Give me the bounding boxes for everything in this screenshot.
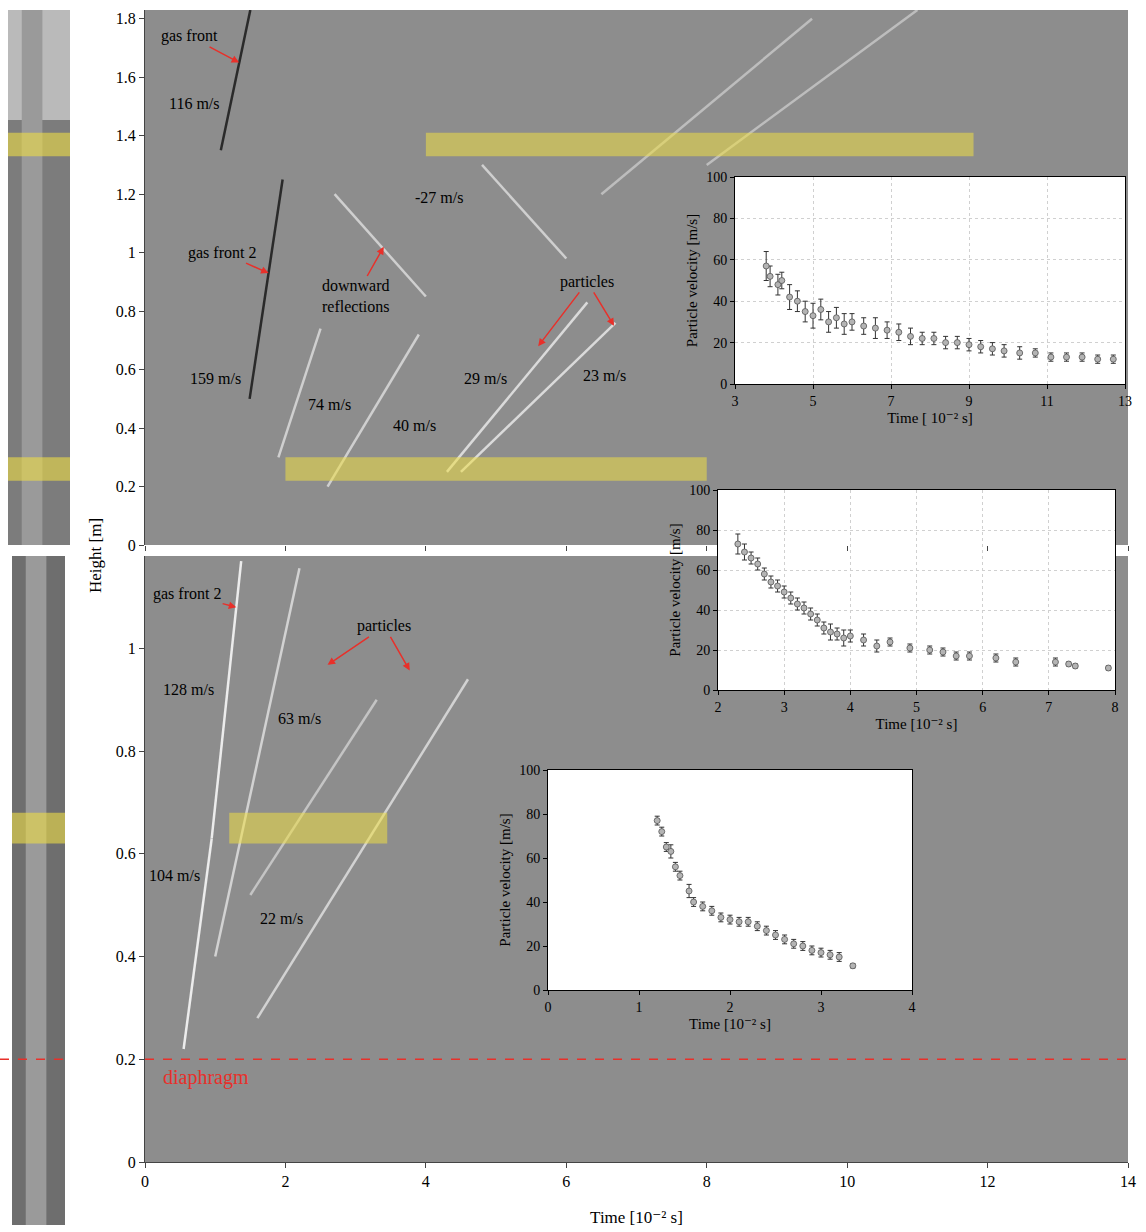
svg-text:6: 6: [979, 700, 986, 715]
svg-text:5: 5: [913, 700, 920, 715]
svg-text:particles: particles: [560, 273, 614, 291]
svg-text:40 m/s: 40 m/s: [393, 417, 436, 434]
svg-text:9: 9: [966, 394, 973, 409]
svg-text:0: 0: [720, 377, 727, 392]
svg-text:1.2: 1.2: [116, 186, 136, 203]
svg-text:100: 100: [689, 483, 710, 498]
svg-text:60: 60: [713, 253, 727, 268]
svg-text:1.8: 1.8: [116, 10, 136, 27]
svg-text:100: 100: [706, 170, 727, 185]
svg-text:Particle velocity [m/s]: Particle velocity [m/s]: [684, 214, 700, 347]
svg-text:0: 0: [545, 1000, 552, 1015]
svg-text:20: 20: [696, 643, 710, 658]
svg-text:40: 40: [696, 603, 710, 618]
svg-text:Time [10⁻² s]: Time [10⁻² s]: [689, 1016, 771, 1032]
svg-text:20: 20: [526, 939, 540, 954]
svg-text:1: 1: [636, 1000, 643, 1015]
svg-text:20: 20: [713, 336, 727, 351]
svg-text:60: 60: [696, 563, 710, 578]
svg-text:gas front 2: gas front 2: [188, 244, 256, 262]
svg-text:3: 3: [732, 394, 739, 409]
svg-text:0: 0: [128, 537, 136, 554]
svg-text:80: 80: [713, 211, 727, 226]
svg-text:40: 40: [713, 294, 727, 309]
svg-text:63 m/s: 63 m/s: [278, 710, 321, 727]
svg-text:downwardreflections: downwardreflections: [322, 277, 390, 315]
svg-text:Time [10⁻² s]: Time [10⁻² s]: [876, 716, 958, 732]
svg-text:159 m/s: 159 m/s: [190, 370, 241, 387]
svg-text:gas front 2: gas front 2: [153, 585, 221, 603]
svg-text:0.4: 0.4: [116, 420, 136, 437]
svg-text:gas front: gas front: [161, 27, 218, 45]
svg-text:particles: particles: [357, 617, 411, 635]
svg-text:80: 80: [526, 807, 540, 822]
svg-text:1: 1: [128, 640, 136, 657]
svg-text:0.6: 0.6: [116, 845, 136, 862]
svg-text:-27 m/s: -27 m/s: [415, 189, 463, 206]
svg-text:4: 4: [847, 700, 854, 715]
svg-text:40: 40: [526, 895, 540, 910]
svg-text:0: 0: [128, 1154, 136, 1171]
svg-text:4: 4: [422, 1173, 430, 1190]
svg-text:0.8: 0.8: [116, 303, 136, 320]
svg-text:0: 0: [703, 683, 710, 698]
svg-text:2: 2: [715, 700, 722, 715]
svg-text:Particle velocity [m/s]: Particle velocity [m/s]: [667, 523, 683, 656]
svg-text:particles: particles: [560, 273, 614, 291]
svg-text:3: 3: [781, 700, 788, 715]
svg-text:23 m/s: 23 m/s: [583, 367, 626, 384]
svg-text:80: 80: [696, 523, 710, 538]
svg-text:Height [m]: Height [m]: [86, 518, 105, 593]
svg-text:0.2: 0.2: [116, 478, 136, 495]
svg-text:0.2: 0.2: [116, 1051, 136, 1068]
svg-text:8: 8: [1112, 700, 1119, 715]
svg-text:29 m/s: 29 m/s: [464, 370, 507, 387]
svg-text:0: 0: [141, 1173, 149, 1190]
svg-text:116 m/s: 116 m/s: [169, 95, 220, 112]
svg-text:3: 3: [818, 1000, 825, 1015]
svg-text:14: 14: [1120, 1173, 1136, 1190]
svg-text:0.6: 0.6: [116, 361, 136, 378]
svg-text:7: 7: [888, 394, 895, 409]
svg-text:104 m/s: 104 m/s: [149, 867, 200, 884]
svg-text:diaphragm: diaphragm: [163, 1066, 249, 1089]
svg-text:6: 6: [562, 1173, 570, 1190]
svg-text:128 m/s: 128 m/s: [163, 681, 214, 698]
svg-text:13: 13: [1118, 394, 1132, 409]
svg-text:10: 10: [839, 1173, 855, 1190]
svg-text:60: 60: [526, 851, 540, 866]
svg-text:1.4: 1.4: [116, 127, 136, 144]
svg-text:12: 12: [980, 1173, 996, 1190]
svg-text:1: 1: [128, 244, 136, 261]
svg-text:Particle velocity [m/s]: Particle velocity [m/s]: [497, 813, 513, 946]
svg-text:100: 100: [519, 763, 540, 778]
svg-text:8: 8: [703, 1173, 711, 1190]
svg-text:7: 7: [1045, 700, 1052, 715]
svg-text:5: 5: [810, 394, 817, 409]
svg-text:2: 2: [727, 1000, 734, 1015]
svg-text:Time [ 10⁻² s]: Time [ 10⁻² s]: [887, 410, 973, 426]
svg-text:0: 0: [533, 983, 540, 998]
svg-text:1.6: 1.6: [116, 69, 136, 86]
svg-text:0.8: 0.8: [116, 743, 136, 760]
svg-text:22 m/s: 22 m/s: [260, 910, 303, 927]
svg-text:0.4: 0.4: [116, 948, 136, 965]
svg-text:11: 11: [1040, 394, 1053, 409]
svg-text:Time [10⁻² s]: Time [10⁻² s]: [590, 1208, 683, 1227]
svg-text:particles: particles: [357, 617, 411, 635]
svg-text:2: 2: [281, 1173, 289, 1190]
svg-text:74 m/s: 74 m/s: [308, 396, 351, 413]
svg-text:4: 4: [909, 1000, 916, 1015]
